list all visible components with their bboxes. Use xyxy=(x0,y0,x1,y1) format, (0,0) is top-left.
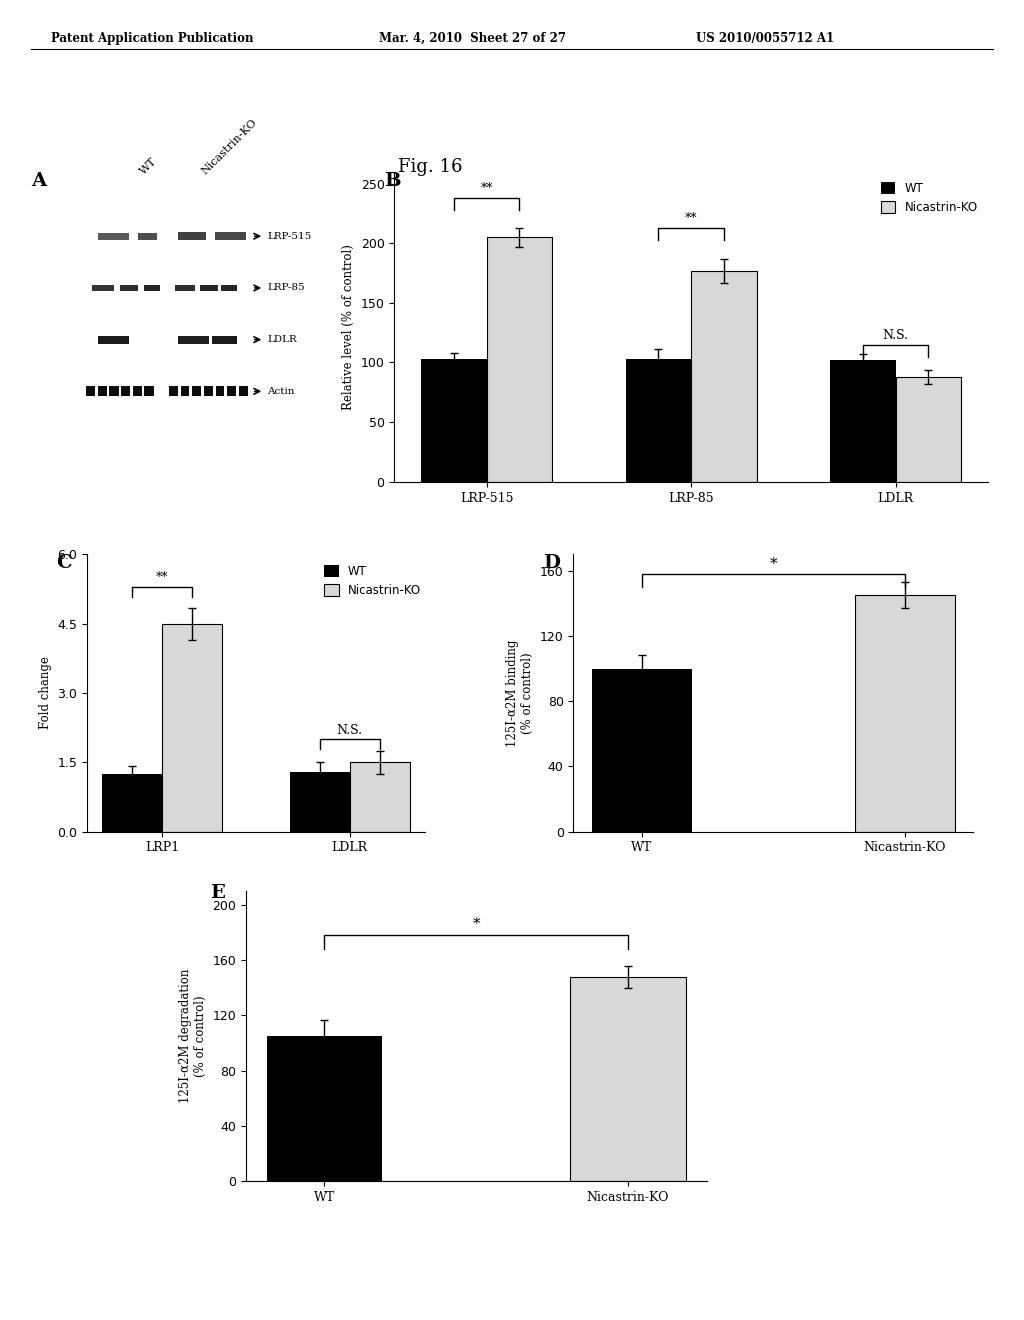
Bar xyxy=(626,359,691,482)
Bar xyxy=(592,668,691,832)
Bar xyxy=(169,387,177,396)
Text: E: E xyxy=(210,884,225,903)
Bar xyxy=(204,387,213,396)
Bar xyxy=(144,285,160,292)
Text: A: A xyxy=(31,172,46,190)
Bar xyxy=(227,387,236,396)
Legend: WT, Nicastrin-KO: WT, Nicastrin-KO xyxy=(319,560,426,602)
Bar xyxy=(163,624,222,832)
Bar xyxy=(178,232,206,240)
Bar xyxy=(133,387,142,396)
Bar xyxy=(98,232,129,240)
Bar xyxy=(180,387,189,396)
Bar xyxy=(830,360,896,482)
Text: Mar. 4, 2010  Sheet 27 of 27: Mar. 4, 2010 Sheet 27 of 27 xyxy=(379,32,566,45)
Text: LRP-515: LRP-515 xyxy=(267,232,311,240)
Text: D: D xyxy=(543,554,560,573)
Bar xyxy=(97,387,106,396)
Bar xyxy=(178,335,209,343)
Bar xyxy=(144,387,154,396)
Bar xyxy=(120,285,138,292)
Text: **: ** xyxy=(156,572,169,585)
Bar xyxy=(138,232,157,240)
Bar xyxy=(855,595,954,832)
Text: **: ** xyxy=(685,213,697,226)
Bar xyxy=(486,238,552,482)
Text: Nicastrin-KO: Nicastrin-KO xyxy=(200,117,259,177)
Y-axis label: Relative level (% of control): Relative level (% of control) xyxy=(342,244,355,409)
Bar xyxy=(266,1036,382,1181)
Text: LRP-85: LRP-85 xyxy=(267,284,305,293)
Bar xyxy=(691,271,757,482)
Bar xyxy=(239,387,248,396)
Text: Patent Application Publication: Patent Application Publication xyxy=(51,32,254,45)
Bar xyxy=(98,335,129,343)
Bar xyxy=(110,387,119,396)
Bar xyxy=(102,774,163,832)
Text: WT: WT xyxy=(138,157,159,177)
Text: B: B xyxy=(384,172,400,190)
Bar xyxy=(570,977,686,1181)
Text: US 2010/0055712 A1: US 2010/0055712 A1 xyxy=(696,32,835,45)
Text: N.S.: N.S. xyxy=(337,723,362,737)
Legend: WT, Nicastrin-KO: WT, Nicastrin-KO xyxy=(877,177,982,219)
Text: **: ** xyxy=(480,182,493,195)
Bar xyxy=(221,285,237,292)
Bar xyxy=(193,387,201,396)
Text: LDLR: LDLR xyxy=(267,335,297,345)
Text: C: C xyxy=(56,554,72,573)
Text: Fig. 16: Fig. 16 xyxy=(398,158,462,177)
Bar xyxy=(421,359,486,482)
Bar xyxy=(215,232,246,240)
Y-axis label: 125I-α2M degradation
(% of control): 125I-α2M degradation (% of control) xyxy=(178,969,207,1104)
Text: *: * xyxy=(769,557,777,570)
Bar xyxy=(896,376,962,482)
Text: N.S.: N.S. xyxy=(883,329,908,342)
Bar xyxy=(86,387,95,396)
Bar xyxy=(121,387,130,396)
Bar xyxy=(216,387,224,396)
Y-axis label: 125I-α2M binding
(% of control): 125I-α2M binding (% of control) xyxy=(507,639,535,747)
Text: *: * xyxy=(472,917,480,931)
Bar xyxy=(92,285,114,292)
Bar xyxy=(290,771,349,832)
Bar xyxy=(212,335,237,343)
Y-axis label: Fold change: Fold change xyxy=(39,656,52,730)
Bar xyxy=(349,763,410,832)
Text: Actin: Actin xyxy=(267,387,295,396)
Bar xyxy=(200,285,218,292)
Bar xyxy=(175,285,195,292)
